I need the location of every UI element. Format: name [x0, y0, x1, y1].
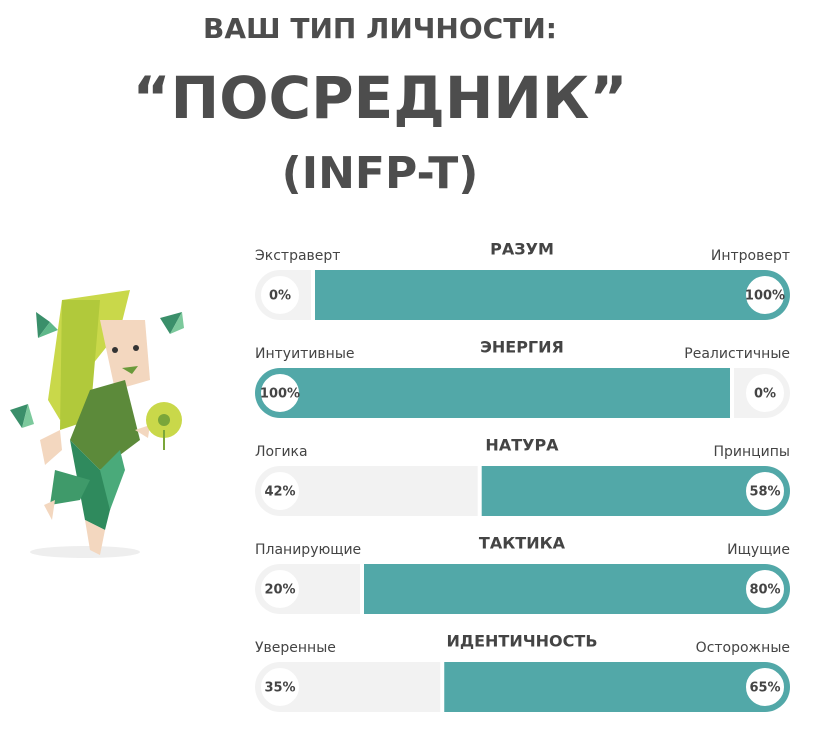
value-label: 42%	[264, 485, 295, 500]
value-badge	[742, 272, 788, 318]
value-badge	[742, 468, 788, 514]
kicker: ВАШ ТИП ЛИЧНОСТИ:	[203, 12, 557, 45]
value-label: 35%	[264, 681, 295, 696]
trait-title: РАЗУМ	[490, 240, 554, 259]
value-badge	[257, 468, 303, 514]
trait-right-label: Осторожные	[696, 640, 790, 656]
value-label: 65%	[749, 681, 780, 696]
value-badge	[257, 370, 303, 416]
trait-bar-segment	[255, 368, 730, 418]
trait-left-label: Уверенные	[255, 640, 336, 656]
trait-left-label: Логика	[255, 444, 308, 460]
trait-right-label: Интроверт	[711, 248, 790, 264]
type-code: (INFP-T)	[282, 148, 479, 199]
value-badge	[742, 370, 788, 416]
trait-left-label: Интуитивные	[255, 346, 355, 362]
trait-bar-segment	[255, 662, 441, 712]
value-label: 20%	[264, 583, 295, 598]
trait-bar-segment	[444, 662, 790, 712]
trait-right-label: Реалистичные	[684, 346, 790, 362]
trait-right-label: Принципы	[713, 444, 790, 460]
trait-bar-segment	[315, 270, 790, 320]
value-label: 100%	[745, 289, 785, 304]
value-label: 0%	[754, 387, 776, 402]
value-badge	[257, 272, 303, 318]
trait-title: ЭНЕРГИЯ	[480, 338, 564, 357]
value-label: 100%	[260, 387, 300, 402]
trait-title: ТАКТИКА	[479, 534, 566, 553]
value-badge	[257, 664, 303, 710]
trait-bar-segment	[255, 466, 478, 516]
character-illustration	[10, 290, 184, 558]
type-name: “ПОСРЕДНИК”	[133, 64, 628, 132]
trait-bar-segment	[364, 564, 790, 614]
trait-title: НАТУРА	[485, 436, 559, 455]
value-badge	[742, 664, 788, 710]
trait-left-label: Планирующие	[255, 542, 361, 558]
trait-right-label: Ищущие	[727, 542, 790, 558]
trait-left-label: Экстраверт	[255, 248, 340, 264]
trait-title: ИДЕНТИЧНОСТЬ	[446, 632, 597, 651]
value-label: 58%	[749, 485, 780, 500]
trait-bar-segment	[481, 466, 790, 516]
value-badge	[257, 566, 303, 612]
value-label: 0%	[269, 289, 291, 304]
value-badge	[742, 566, 788, 612]
value-label: 80%	[749, 583, 780, 598]
